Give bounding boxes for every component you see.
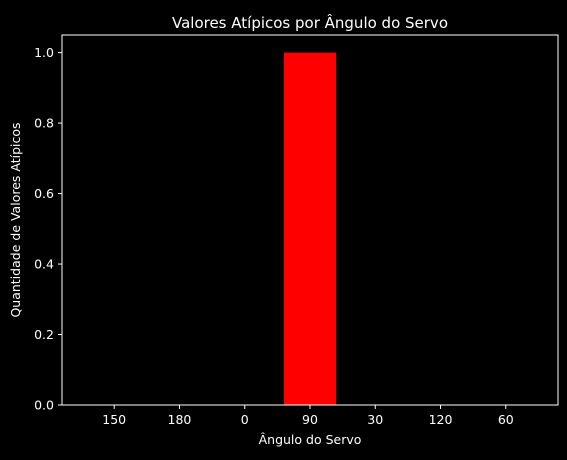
x-tick-label: 0 — [241, 412, 249, 427]
x-tick-label: 90 — [302, 412, 318, 427]
bar-90 — [283, 52, 337, 405]
y-axis-label: Quantidade de Valores Atípicos — [8, 122, 23, 317]
y-tick-label: 0.2 — [34, 327, 54, 342]
chart-title: Valores Atípicos por Ângulo do Servo — [172, 13, 448, 32]
y-axis: 0.0 0.2 0.4 0.6 0.8 1.0 — [34, 45, 62, 413]
x-axis-label: Ângulo do Servo — [259, 432, 362, 447]
x-tick-label: 150 — [102, 412, 126, 427]
y-tick-label: 0.8 — [34, 116, 54, 131]
x-tick-label: 30 — [367, 412, 383, 427]
x-axis: 150 180 0 90 30 120 60 — [102, 405, 514, 427]
bars — [283, 52, 337, 405]
y-tick-label: 1.0 — [34, 45, 54, 60]
y-tick-label: 0.6 — [34, 186, 54, 201]
x-tick-label: 180 — [168, 412, 192, 427]
y-tick-label: 0.0 — [34, 398, 54, 413]
x-tick-label: 120 — [429, 412, 453, 427]
x-tick-label: 60 — [498, 412, 514, 427]
y-tick-label: 0.4 — [34, 257, 54, 272]
